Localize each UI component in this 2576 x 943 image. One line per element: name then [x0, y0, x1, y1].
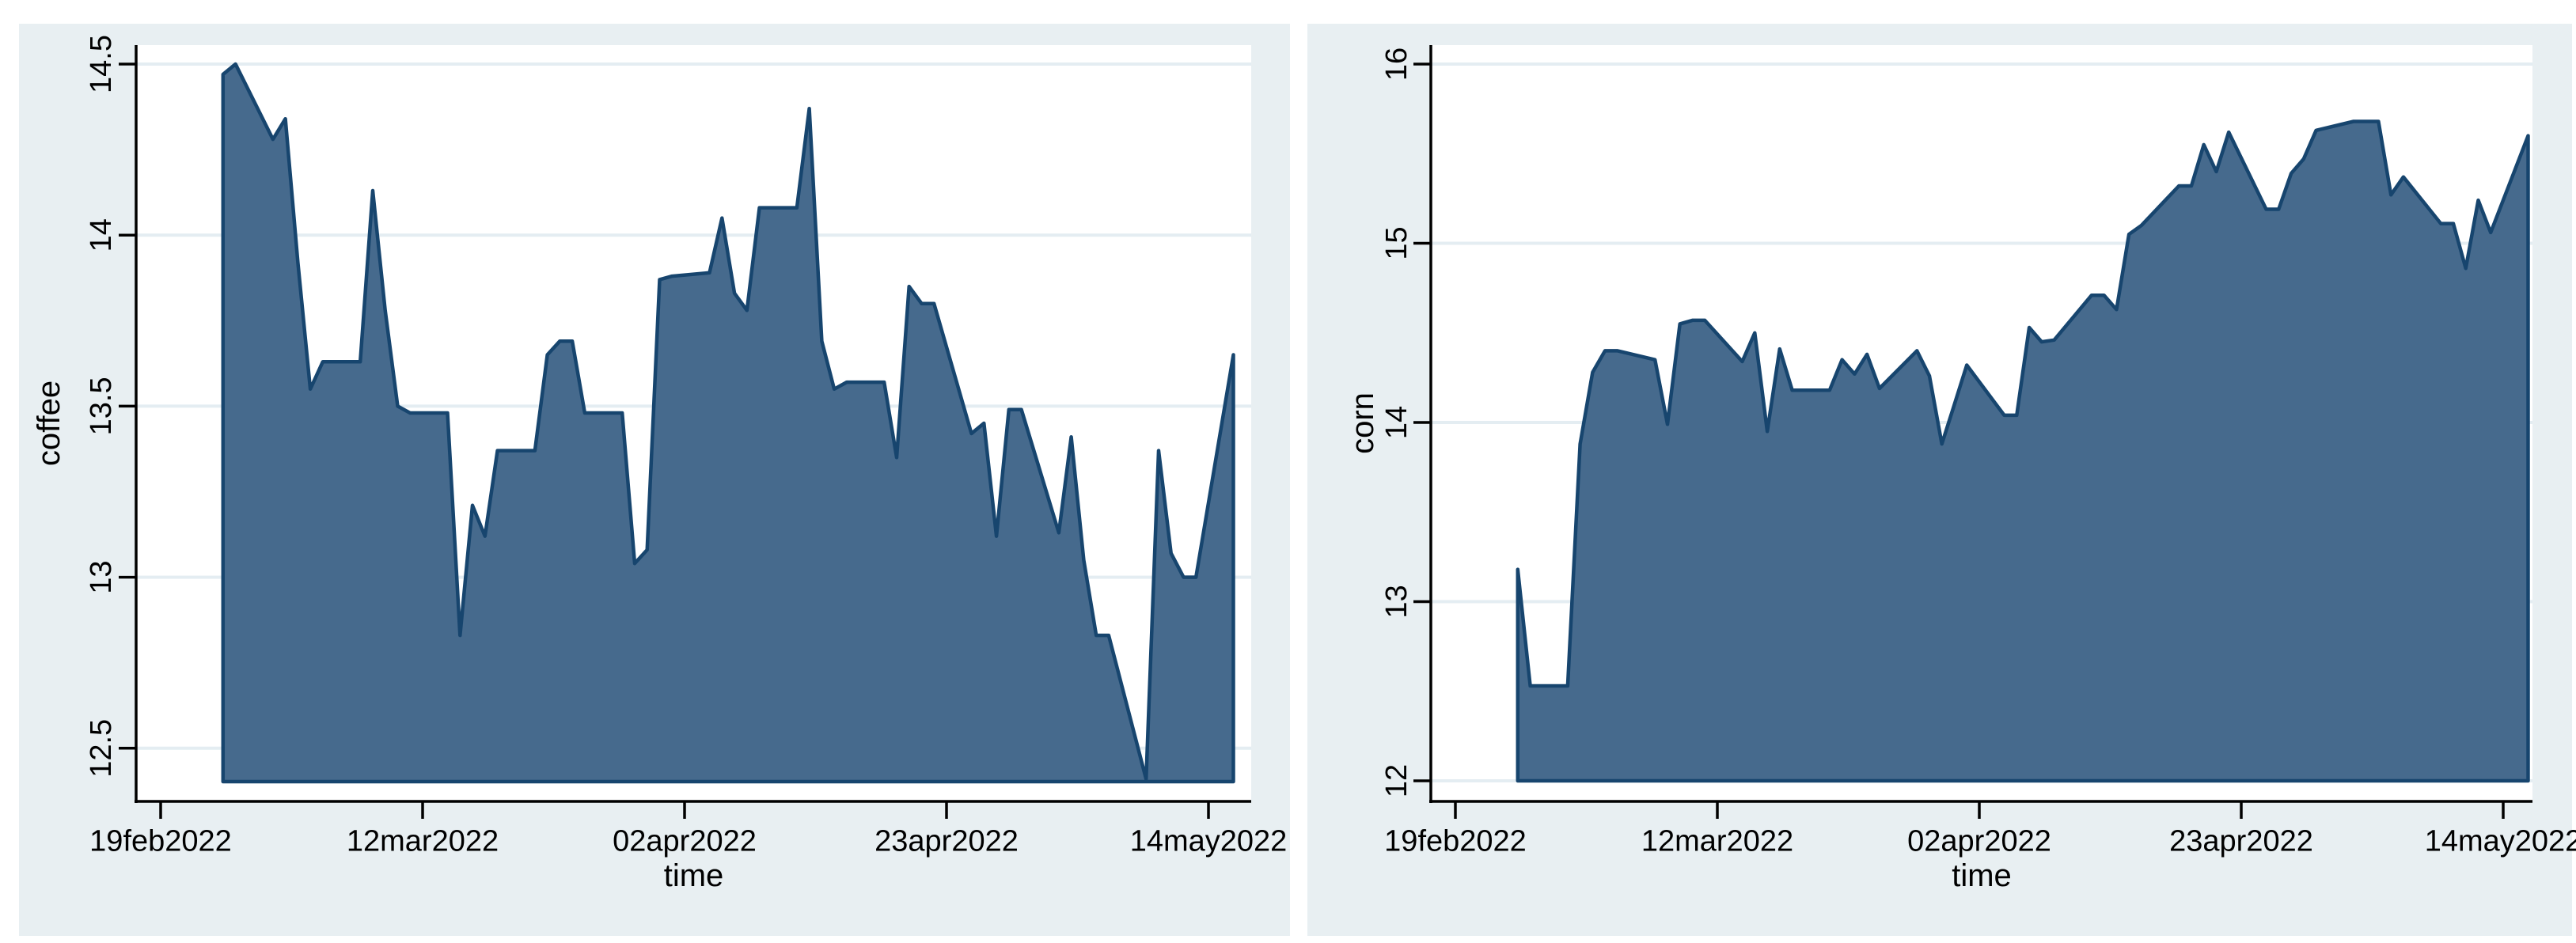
coffee-y-tick-label: 13.5: [85, 377, 118, 435]
corn-y-tick-label: 16: [1380, 47, 1413, 81]
coffee-x-tick-label: 12mar2022: [347, 824, 499, 858]
corn-y-tick-label: 14: [1380, 406, 1413, 439]
coffee-y-tick-label: 14: [85, 218, 118, 252]
corn-x-tick-label: 19feb2022: [1384, 824, 1527, 858]
corn-area-series: [1516, 119, 2530, 783]
coffee-area-series: [221, 62, 1235, 784]
coffee-y-tick-label: 14.5: [85, 35, 118, 93]
corn-x-axis-title: time: [1952, 858, 2012, 893]
coffee-x-tick-label: 19feb2022: [89, 824, 232, 858]
corn-x-tick-label: 23apr2022: [2169, 824, 2313, 858]
coffee-y-tick-label: 13: [85, 560, 118, 593]
coffee-x-tick-label: 23apr2022: [874, 824, 1019, 858]
coffee-y-tick-label: 12.5: [85, 719, 118, 778]
coffee-x-tick-label: 02apr2022: [613, 824, 757, 858]
corn-y-axis-title: corn: [1345, 392, 1380, 454]
coffee-x-tick-label: 14may2022: [1130, 824, 1288, 858]
corn-x-tick-label: 12mar2022: [1641, 824, 1793, 858]
corn-x-tick-label: 02apr2022: [1907, 824, 2051, 858]
coffee-y-axis-title: coffee: [32, 381, 66, 466]
corn-y-tick-label: 13: [1380, 585, 1413, 618]
corn-y-tick-label: 15: [1380, 226, 1413, 259]
corn-y-tick-label: 12: [1380, 764, 1413, 797]
corn-x-tick-label: 14may2022: [2425, 824, 2576, 858]
coffee-x-axis-title: time: [664, 858, 724, 893]
